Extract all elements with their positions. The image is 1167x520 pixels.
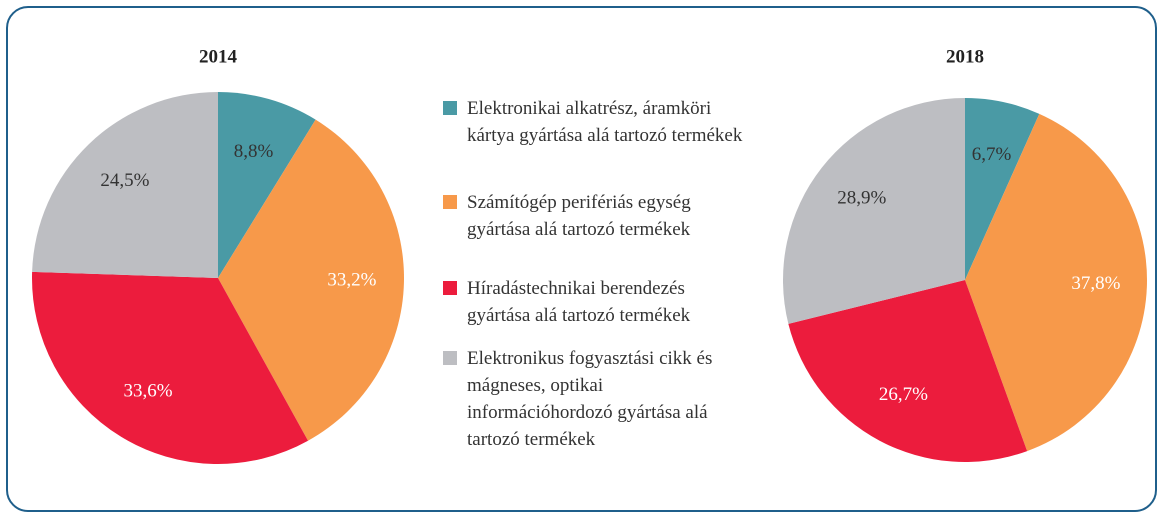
legend-swatch [443, 281, 457, 295]
frame [6, 6, 1157, 512]
pie-slice [788, 280, 1028, 462]
data-label: 33,6% [124, 381, 173, 402]
legend-label: Elektronikai alkatrész, áramköri kártya … [467, 98, 743, 146]
legend-swatch [443, 351, 457, 365]
data-label: 33,2% [327, 270, 376, 291]
pie-slice [218, 119, 405, 441]
legend-label: Híradástechnikai berendezés gyártása alá… [467, 278, 691, 326]
pie-slice [965, 113, 1148, 452]
data-label: 28,9% [837, 188, 886, 209]
pie-slice [31, 271, 309, 464]
pie-slice [783, 98, 965, 324]
data-label: 6,7% [972, 144, 1012, 165]
pie-slice [965, 98, 1040, 280]
legend-label: Számítógép perifériás egység gyártása al… [467, 192, 691, 240]
data-label: 37,8% [1071, 273, 1120, 294]
data-label: 8,8% [234, 141, 274, 162]
legend-swatch [443, 101, 457, 115]
legend-swatch [443, 195, 457, 209]
data-label: 24,5% [100, 170, 149, 191]
chart-title: 2018 [946, 46, 984, 67]
data-label: 26,7% [879, 384, 928, 405]
pie-slice [218, 92, 316, 278]
legend-label: Elektronikus fogyasztási cikk és mágnese… [467, 348, 713, 450]
pie-slice [32, 92, 218, 278]
chart-title: 2014 [199, 46, 238, 67]
